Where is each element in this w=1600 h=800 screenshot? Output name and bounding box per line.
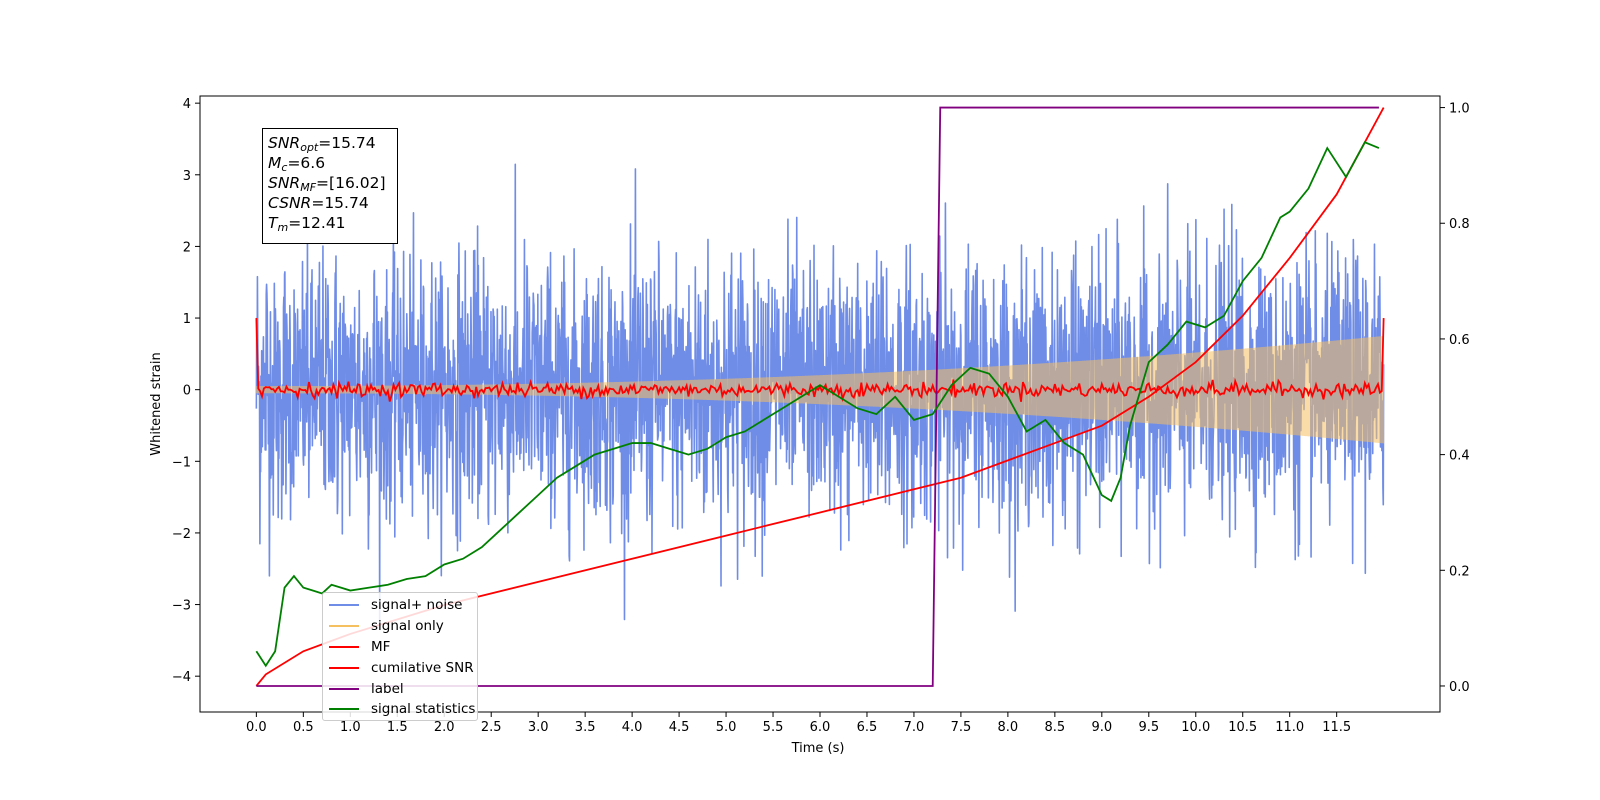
y2-tick-label: 0.8: [1449, 217, 1470, 232]
snr-opt-annotation: SNRopt=15.74: [268, 134, 376, 154]
series-label-line: [256, 106, 1379, 687]
x-tick-label: 10.5: [1228, 720, 1257, 735]
x-axis: 0.0 0.5 1.0 1.5 2.0 2.5 3.0 3.5 4.0 4.5 5.0 5.5 6.0 6…: [246, 712, 1351, 735]
legend-label: label: [371, 680, 404, 697]
x-tick-label: 0.5: [293, 720, 314, 735]
x-tick-label: 8.0: [998, 720, 1019, 735]
y2-tick-label: 0.6: [1449, 333, 1470, 348]
y-axis-label: Whitened strain: [149, 352, 164, 455]
annotation-box: SNRopt=15.74 Mc=6.6 SNRMF=[16.02] CSNR=1…: [262, 128, 398, 244]
y-tick-label: 1: [183, 312, 191, 327]
legend-label: cumilative SNR: [371, 659, 474, 676]
y-tick-label: 0: [183, 384, 191, 399]
y-axis-left: 4 3 2 1 0 −1 −2 −3 −4: [172, 97, 200, 685]
x-tick-label: 2.0: [434, 720, 455, 735]
snr-mf-annotation: SNRMF=[16.02]: [268, 174, 386, 194]
legend-entry: signal+ noise: [329, 595, 477, 616]
legend-swatch: [329, 645, 359, 648]
legend: signal+ noise signal only MF cumilative …: [322, 592, 478, 721]
x-tick-label: 1.0: [340, 720, 361, 735]
legend-label: signal statistics: [371, 701, 476, 718]
legend-entry: signal statistics: [329, 699, 477, 720]
legend-entry: cumilative SNR: [329, 657, 477, 678]
series-signal-statistics-line: [255, 141, 1380, 668]
legend-label: signal+ noise: [371, 597, 463, 614]
legend-label: MF: [371, 638, 391, 655]
x-tick-label: 6.5: [857, 720, 878, 735]
x-axis-label: Time (s): [791, 741, 845, 756]
legend-swatch: [329, 625, 359, 628]
x-tick-label: 4.5: [669, 720, 690, 735]
x-tick-label: 9.0: [1091, 720, 1112, 735]
x-tick-label: 7.5: [951, 720, 972, 735]
y-tick-label: −4: [172, 670, 191, 685]
x-tick-label: 1.5: [387, 720, 408, 735]
legend-entry: label: [329, 678, 477, 699]
x-tick-label: 6.0: [810, 720, 831, 735]
x-tick-label: 10.0: [1181, 720, 1210, 735]
series-mf-line: [255, 318, 1385, 403]
x-tick-label: 5.0: [716, 720, 737, 735]
y-tick-label: −2: [172, 527, 191, 542]
legend-swatch: [329, 604, 359, 607]
y2-tick-label: 1.0: [1449, 102, 1470, 117]
y2-tick-label: 0.0: [1449, 680, 1470, 695]
x-tick-label: 5.5: [763, 720, 784, 735]
x-tick-label: 7.0: [904, 720, 925, 735]
x-tick-label: 9.5: [1138, 720, 1159, 735]
csnr-annotation: CSNR=15.74: [268, 194, 369, 212]
x-tick-label: 4.0: [622, 720, 643, 735]
legend-swatch: [329, 687, 359, 690]
y-tick-label: 2: [183, 240, 191, 255]
y-tick-label: 3: [183, 169, 191, 184]
series-signal-noise-line: [255, 163, 1385, 630]
mc-annotation: Mc=6.6: [268, 154, 326, 174]
legend-entry: signal only: [329, 616, 477, 637]
x-tick-label: 3.5: [575, 720, 596, 735]
x-tick-label: 0.0: [246, 720, 267, 735]
y-tick-label: −1: [172, 455, 191, 470]
legend-label: signal only: [371, 618, 444, 635]
x-tick-label: 8.5: [1045, 720, 1066, 735]
y2-tick-label: 0.2: [1449, 564, 1470, 579]
x-tick-label: 11.0: [1275, 720, 1304, 735]
y2-tick-label: 0.4: [1449, 449, 1470, 464]
x-tick-label: 11.5: [1322, 720, 1351, 735]
legend-entry: MF: [329, 637, 477, 658]
y-tick-label: −3: [172, 599, 191, 614]
tm-annotation: Tm=12.41: [268, 214, 346, 234]
legend-swatch: [329, 666, 359, 669]
x-tick-label: 3.0: [528, 720, 549, 735]
x-tick-label: 2.5: [481, 720, 502, 735]
y-tick-label: 4: [183, 97, 191, 112]
y-axis-right: 1.0 0.8 0.6 0.4 0.2 0.0: [1440, 102, 1470, 695]
legend-swatch: [329, 708, 359, 711]
